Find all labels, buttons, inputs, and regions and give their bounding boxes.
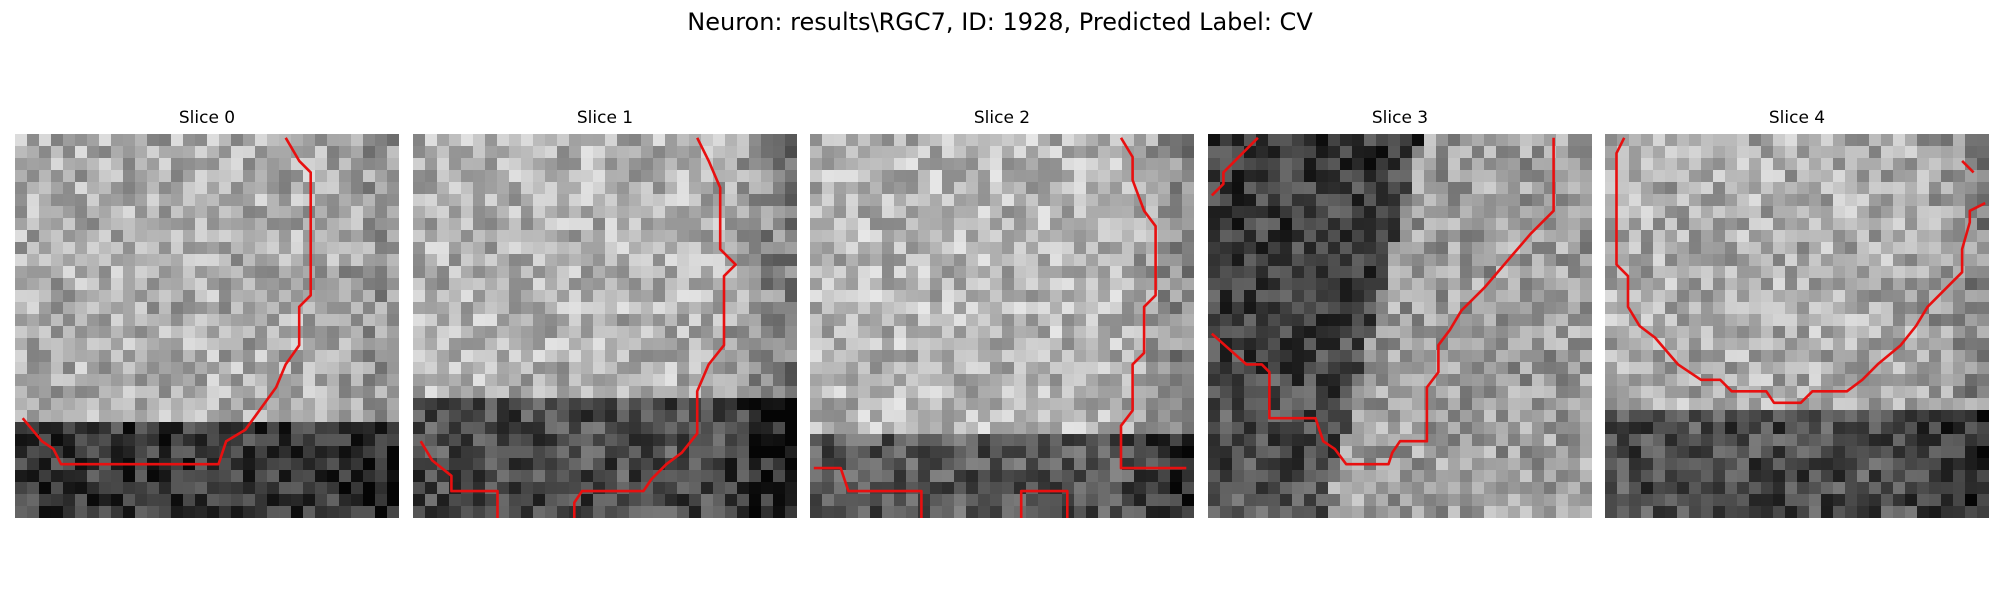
slice-pixel-grid (1208, 134, 1592, 518)
slice-pixel-grid (15, 134, 399, 518)
slice-title: Slice 0 (178, 108, 236, 128)
slice-title: Slice 1 (576, 108, 634, 128)
segmentation-contour (21, 137, 313, 466)
slice-image (1605, 134, 1989, 518)
figure-title: Neuron: results\RGC7, ID: 1928, Predicte… (687, 8, 1313, 36)
segmentation-contour (1210, 136, 1259, 197)
segmentation-contour (573, 137, 737, 518)
slice-image (413, 134, 797, 518)
slice-title: Slice 3 (1371, 108, 1429, 128)
slice-title: Slice 4 (1768, 108, 1826, 128)
slice-pixel-grid (810, 134, 1194, 518)
slice-pixel-grid (1605, 134, 1989, 518)
slice-image (810, 134, 1194, 518)
segmentation-contour (1210, 137, 1555, 466)
slice-image (15, 134, 399, 518)
segmentation-contour (1961, 159, 1975, 174)
segmentation-contour (1119, 137, 1187, 470)
slice-image (1208, 134, 1592, 518)
slice-pixel-grid (413, 134, 797, 518)
slice-title: Slice 2 (973, 108, 1031, 128)
segmentation-contour (419, 440, 499, 518)
segmentation-contour (1615, 137, 1986, 405)
segmentation-contour (1019, 489, 1069, 518)
segmentation-contour (813, 466, 923, 518)
